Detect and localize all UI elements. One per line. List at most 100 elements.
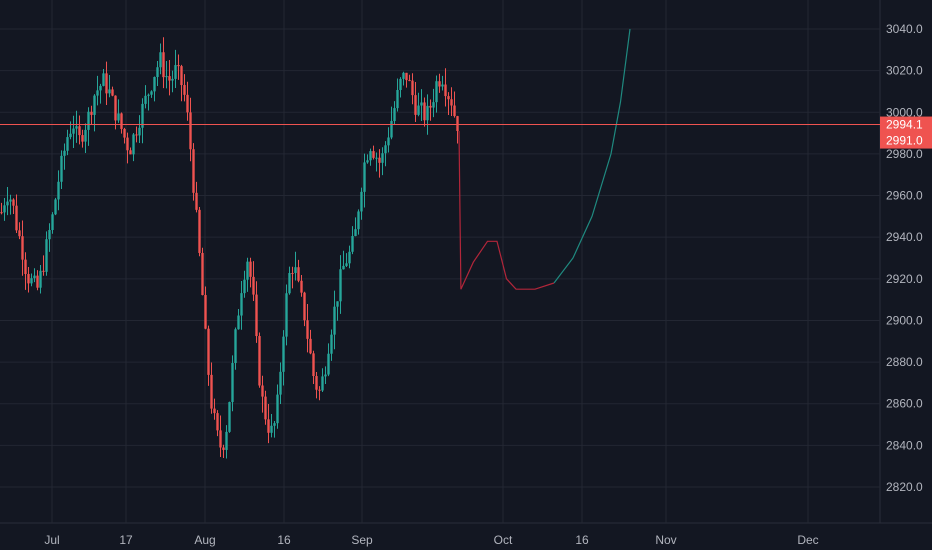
candle-body (0, 212, 3, 214)
candle-body (48, 229, 51, 240)
candle-body (60, 155, 63, 182)
price-tick-label: 2900.0 (886, 313, 923, 327)
candle-body (408, 80, 411, 82)
candle-body (261, 385, 264, 397)
price-tick-label: 3040.0 (886, 22, 923, 36)
candle-body (372, 151, 375, 158)
candle-body (279, 371, 282, 395)
time-tick-label: 16 (277, 533, 291, 547)
candle-body (102, 73, 105, 86)
candle-body (192, 149, 195, 193)
candle-body (222, 447, 225, 450)
candle-body (393, 108, 396, 122)
candle-body (219, 430, 222, 448)
candle-body (141, 103, 144, 128)
candle-body (360, 191, 363, 212)
candle-body (132, 134, 135, 155)
candle-body (117, 113, 120, 121)
candle-body (324, 374, 327, 377)
candle-body (120, 113, 123, 129)
candle-body (144, 95, 147, 104)
candle-body (240, 293, 243, 316)
price-tick-label: 2980.0 (886, 147, 923, 161)
candle-body (111, 89, 114, 96)
candle-body (402, 72, 405, 79)
candle-body (15, 205, 18, 231)
candle-body (84, 129, 87, 142)
candle-body (327, 353, 330, 375)
candle-body (105, 73, 108, 94)
candle-body (174, 65, 177, 79)
candle-body (24, 259, 27, 275)
candle-body (345, 263, 348, 266)
candle-body (246, 261, 249, 280)
candle-body (381, 153, 384, 163)
candle-body (294, 267, 297, 274)
candle-body (234, 329, 237, 364)
candle-body (126, 137, 129, 151)
projection-line-up (553, 28, 631, 284)
candle-body (336, 301, 339, 307)
candle-body (81, 135, 84, 142)
candle-body (273, 423, 276, 426)
candle-body (375, 157, 378, 159)
candle-body (75, 126, 78, 129)
candle-body (6, 201, 9, 206)
candle-body (93, 95, 96, 115)
candle-body (414, 95, 417, 115)
candle-body (453, 105, 456, 117)
candle-body (30, 278, 33, 284)
time-tick-label: Dec (797, 533, 818, 547)
candle-body (411, 80, 414, 96)
candle-body (330, 334, 333, 354)
price-tick-label: 2860.0 (886, 397, 923, 411)
candle-body (183, 85, 186, 95)
price-axis[interactable]: 3040.0 3020.0 3000.0 2980.0 2960.0 2940.0 2920… (880, 22, 932, 494)
candle-body (207, 328, 210, 375)
price-tick-label: 3020.0 (886, 64, 923, 78)
candle-body (351, 236, 354, 252)
candle-body (366, 160, 369, 163)
candle-body (72, 128, 75, 134)
projection-line-down (458, 130, 555, 290)
candle-body (69, 133, 72, 138)
candle-body (447, 96, 450, 100)
time-axis[interactable]: Jul 17 Aug 16 Sep Oct 16 Nov Dec (44, 533, 818, 547)
candle-body (177, 65, 180, 67)
candle-body (342, 265, 345, 270)
candle-body (138, 127, 141, 136)
price-tick-label: 3000.0 (886, 105, 923, 119)
candle-body (258, 336, 261, 386)
candle-body (333, 306, 336, 335)
candle-body (180, 66, 183, 86)
candle-body (318, 389, 321, 391)
candle-body (249, 261, 252, 277)
candle-body (33, 275, 36, 279)
candle-body (384, 145, 387, 154)
candle-body (312, 353, 315, 377)
grid-lines (0, 0, 932, 524)
candle-body (225, 431, 228, 450)
candle-body (45, 239, 48, 272)
candle-body (399, 78, 402, 91)
candle-body (321, 376, 324, 391)
time-tick-label: Jul (44, 533, 59, 547)
candle-body (435, 81, 438, 103)
candle-body (36, 275, 39, 288)
price-tag[interactable] (880, 116, 932, 149)
candle-body (66, 137, 69, 151)
candle-body (282, 336, 285, 372)
candle-body (21, 236, 24, 260)
candle-body (426, 105, 429, 121)
candle-body (444, 84, 447, 97)
candle-body (432, 102, 435, 108)
candle-body (129, 150, 132, 155)
candle-body (315, 376, 318, 390)
candle-body (303, 292, 306, 321)
candle-body (297, 267, 300, 281)
candle-body (57, 181, 60, 200)
candle-body (438, 81, 441, 87)
